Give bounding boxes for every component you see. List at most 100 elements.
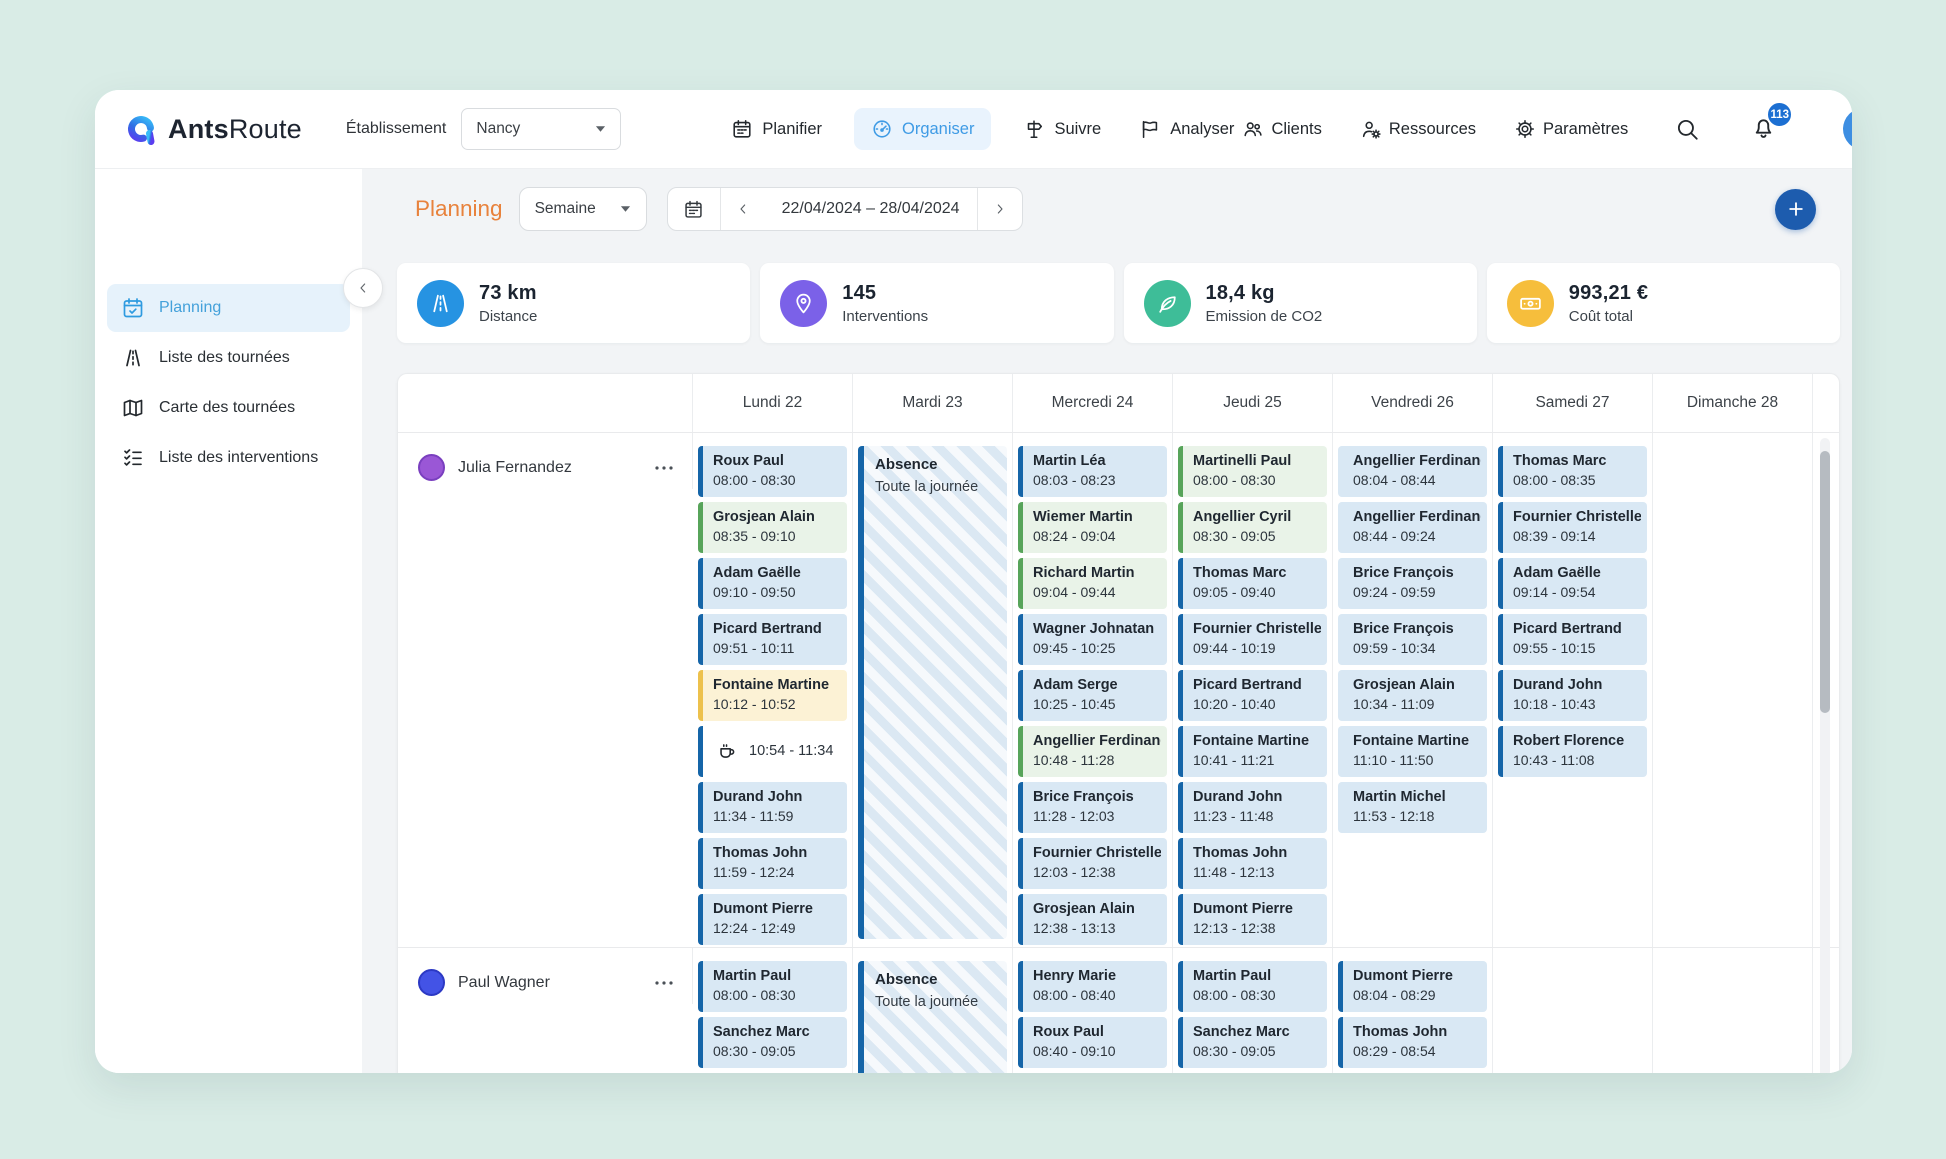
event-card[interactable]: Fournier Christelle 08:39 - 09:14 — [1498, 502, 1647, 553]
row-menu-button[interactable] — [652, 456, 676, 480]
pause-block[interactable]: 10:54 - 11:34 — [698, 726, 847, 777]
event-card[interactable]: Richard Martin 09:04 - 09:44 — [1018, 558, 1167, 609]
establishment-group: Établissement Nancy — [346, 108, 622, 150]
event-card[interactable]: Thomas John 11:48 - 12:13 — [1178, 838, 1327, 889]
event-card[interactable]: Dumont Pierre 12:13 - 12:38 — [1178, 894, 1327, 945]
absence-block[interactable]: Absence Toute la journée — [858, 446, 1007, 939]
nav-item-clients[interactable]: Clients — [1240, 110, 1323, 148]
event-card[interactable]: Henry Marie 08:00 - 08:40 — [1018, 961, 1167, 1012]
event-card[interactable]: Dumont Pierre 08:04 - 08:29 — [1338, 961, 1487, 1012]
next-week-button[interactable] — [976, 188, 1022, 230]
sidebar-collapse-button[interactable] — [343, 268, 383, 308]
absence-subtitle: Toute la journée — [875, 994, 979, 1010]
day-header: Jeudi 25 — [1173, 374, 1333, 432]
event-name: Roux Paul — [1033, 1024, 1104, 1040]
event-card[interactable]: Thomas John 08:29 - 08:54 — [1338, 1017, 1487, 1068]
event-card[interactable]: Durand John 11:34 - 11:59 — [698, 782, 847, 833]
establishment-select[interactable]: Nancy — [461, 108, 622, 150]
sidebar-item-liste-des-tourn-es[interactable]: Liste des tournées — [107, 334, 350, 382]
event-card[interactable]: Fontaine Martine 10:41 - 11:21 — [1178, 726, 1327, 777]
event-name: Brice François — [1353, 621, 1454, 637]
person-row: Paul Wagner Martin Paul 08:00 - 08:30 Sanch… — [398, 947, 1839, 1073]
day-header: Mercredi 24 — [1013, 374, 1173, 432]
absence-block[interactable]: Absence Toute la journée — [858, 961, 1007, 1073]
event-name: Grosjean Alain — [713, 509, 815, 525]
event-time: 10:18 - 10:43 — [1513, 696, 1596, 712]
event-card[interactable]: Wiemer Martin 08:24 - 09:04 — [1018, 502, 1167, 553]
event-card[interactable]: Sanchez Marc 08:30 - 09:05 — [698, 1017, 847, 1068]
event-card[interactable]: Fontaine Martine 10:12 - 10:52 — [698, 670, 847, 721]
row-menu-button[interactable] — [652, 971, 676, 995]
vertical-scrollbar[interactable] — [1820, 438, 1830, 1073]
event-card[interactable]: Wagner Johnatan 09:45 - 10:25 — [1018, 614, 1167, 665]
previous-week-button[interactable] — [721, 188, 765, 230]
event-card[interactable]: Thomas John 11:59 - 12:24 — [698, 838, 847, 889]
event-card[interactable]: Angellier Ferdinand 08:44 - 09:24 — [1338, 502, 1487, 553]
event-card[interactable]: Adam Serge 10:25 - 10:45 — [1018, 670, 1167, 721]
event-card[interactable]: Thomas Marc 08:00 - 08:35 — [1498, 446, 1647, 497]
date-range[interactable]: 22/04/2024 – 28/04/2024 — [781, 200, 960, 217]
sidebar-item-liste-des-interventions[interactable]: Liste des interventions — [107, 434, 350, 482]
sidebar-item-carte-des-tourn-es[interactable]: Carte des tournées — [107, 384, 350, 432]
event-name: Adam Serge — [1033, 677, 1118, 693]
user-avatar[interactable]: MH — [1843, 108, 1852, 150]
event-card[interactable]: Angellier Ferdinand 08:04 - 08:44 — [1338, 446, 1487, 497]
event-card[interactable]: Roux Paul 08:40 - 09:10 — [1018, 1017, 1167, 1068]
period-select[interactable]: Semaine — [518, 187, 647, 231]
nav-item-organiser[interactable]: Organiser — [854, 108, 992, 150]
nav-item-planifier[interactable]: Planifier — [725, 108, 828, 150]
event-time: 12:13 - 12:38 — [1193, 920, 1276, 936]
event-card[interactable]: Fontaine Martine 11:10 - 11:50 — [1338, 726, 1487, 777]
event-card[interactable]: Grosjean Alain 12:38 - 13:13 — [1018, 894, 1167, 945]
event-card[interactable]: Sanchez Marc 08:30 - 09:05 — [1178, 1017, 1327, 1068]
antsroute-logo[interactable]: AntsRoute — [125, 112, 302, 146]
event-time: 08:03 - 08:23 — [1033, 472, 1116, 488]
event-card[interactable]: Brice François 11:28 - 12:03 — [1018, 782, 1167, 833]
sidebar-item-planning[interactable]: Planning — [107, 284, 350, 332]
nav-item-ressources[interactable]: Ressources — [1358, 110, 1478, 148]
nav-item-analyser[interactable]: Analyser — [1133, 108, 1240, 150]
event-card[interactable]: Durand John 11:23 - 11:48 — [1178, 782, 1327, 833]
event-card[interactable]: Durand John 10:18 - 10:43 — [1498, 670, 1647, 721]
event-card[interactable]: Grosjean Alain 10:34 - 11:09 — [1338, 670, 1487, 721]
stat-value: 993,21 € — [1568, 281, 1649, 304]
event-card[interactable]: Robert Florence 10:43 - 11:08 — [1498, 726, 1647, 777]
scrollbar-thumb[interactable] — [1820, 451, 1830, 713]
event-card[interactable]: Thomas Marc 09:05 - 09:40 — [1178, 558, 1327, 609]
event-time: 10:41 - 11:21 — [1193, 752, 1275, 768]
gear-icon — [1514, 118, 1536, 140]
event-card[interactable]: Picard Bertrand 09:55 - 10:15 — [1498, 614, 1647, 665]
event-card[interactable]: Martin Michel 11:53 - 12:18 — [1338, 782, 1487, 833]
event-card[interactable]: Roux Paul 08:00 - 08:30 — [698, 446, 847, 497]
nav-item-label: Clients — [1271, 119, 1322, 138]
event-card[interactable]: Picard Bertrand 10:20 - 10:40 — [1178, 670, 1327, 721]
notifications-button[interactable]: 113 — [1750, 101, 1794, 145]
event-card[interactable]: Picard Bertrand 09:51 - 10:11 — [698, 614, 847, 665]
event-card[interactable]: Martin Léa 08:03 - 08:23 — [1018, 446, 1167, 497]
event-time: 08:44 - 09:24 — [1353, 528, 1436, 544]
event-card[interactable]: Martinelli Paul 08:00 - 08:30 — [1178, 446, 1327, 497]
event-card[interactable]: Grosjean Alain 08:35 - 09:10 — [698, 502, 847, 553]
event-card[interactable]: Martin Paul 08:00 - 08:30 — [698, 961, 847, 1012]
event-time: 10:20 - 10:40 — [1193, 696, 1276, 712]
event-card[interactable]: Fournier Christelle 12:03 - 12:38 — [1018, 838, 1167, 889]
event-card[interactable]: Dumont Pierre 12:24 - 12:49 — [698, 894, 847, 945]
event-card[interactable]: Brice François 09:24 - 09:59 — [1338, 558, 1487, 609]
search-icon[interactable] — [1674, 116, 1700, 142]
event-card[interactable]: Martin Paul 08:00 - 08:30 — [1178, 961, 1327, 1012]
add-button[interactable] — [1775, 188, 1816, 230]
event-card[interactable]: Angellier Ferdinand 10:48 - 11:28 — [1018, 726, 1167, 777]
event-name: Durand John — [713, 789, 803, 805]
event-card[interactable]: Brice François 09:59 - 10:34 — [1338, 614, 1487, 665]
secondary-nav-items: Clients Ressources Paramètres — [1240, 110, 1630, 148]
event-card[interactable]: Adam Gaëlle 09:10 - 09:50 — [698, 558, 847, 609]
stat-card-co-t-total: 993,21 € Coût total — [1486, 263, 1840, 343]
nav-item-parametres[interactable]: Paramètres — [1512, 110, 1630, 148]
event-card[interactable]: Angellier Cyril 08:30 - 09:05 — [1178, 502, 1327, 553]
calendar-picker-button[interactable] — [668, 188, 721, 230]
nav-item-suivre[interactable]: Suivre — [1017, 108, 1107, 150]
event-card[interactable]: Adam Gaëlle 09:14 - 09:54 — [1498, 558, 1647, 609]
event-card[interactable]: Fournier Christelle 09:44 - 10:19 — [1178, 614, 1327, 665]
event-name: Thomas Marc — [1193, 565, 1287, 581]
caret-down-icon — [620, 205, 631, 213]
